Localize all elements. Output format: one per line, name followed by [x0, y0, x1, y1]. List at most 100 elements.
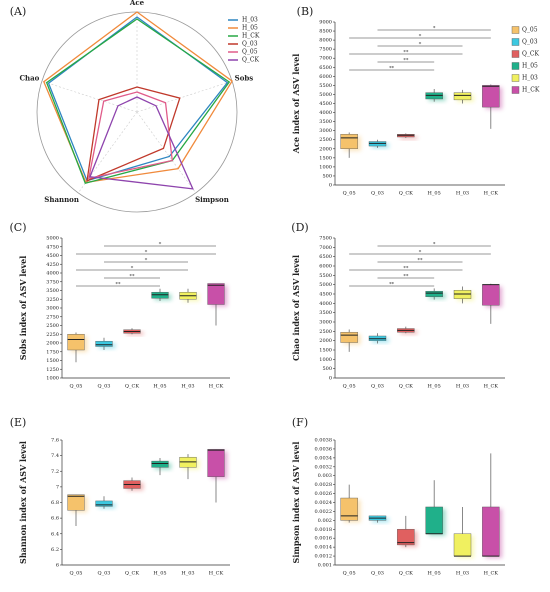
sig-label: * — [145, 258, 148, 264]
panel-label: (B) — [297, 5, 314, 18]
y-tick-label: 4500 — [46, 253, 59, 259]
axis-label: Chao — [19, 73, 39, 82]
y-tick-label: 7 — [56, 484, 59, 490]
y-tick-label: 7.6 — [51, 438, 59, 444]
y-tick-label: 1500 — [319, 348, 332, 354]
y-tick-label: 2500 — [319, 137, 332, 143]
y-tick-label: 6.8 — [51, 500, 59, 506]
x-tick-label: Q_03 — [371, 571, 384, 577]
box — [482, 284, 500, 306]
box — [453, 92, 472, 101]
x-tick-label: Q_CK — [399, 571, 413, 577]
y-axis-label: Simpson index of ASV level — [291, 442, 301, 564]
sig-label: ** — [403, 274, 409, 280]
y-axis-label: Sobs index of ASV level — [18, 256, 28, 361]
sig-label: ** — [130, 274, 136, 280]
sig-label: * — [131, 266, 134, 272]
panel-label: (C) — [10, 221, 27, 234]
y-tick-label: 0 — [329, 376, 332, 382]
x-tick-label: H_CK — [209, 384, 224, 390]
legend-swatch — [511, 26, 520, 34]
y-tick-label: 6 — [56, 563, 59, 569]
legend-label: Q_05 — [242, 49, 258, 56]
y-tick-label: 4000 — [319, 110, 332, 116]
axis-label: Shannon — [44, 195, 79, 204]
legend-swatch — [511, 38, 520, 46]
box — [482, 506, 500, 557]
y-tick-label: 5000 — [46, 236, 59, 242]
y-tick-label: 2750 — [46, 314, 59, 320]
box — [425, 291, 443, 298]
y-tick-label: 0.0036 — [315, 446, 333, 452]
y-tick-label: 7.2 — [51, 469, 59, 475]
y-tick-label: 3500 — [319, 119, 332, 125]
legend-label: H_03 — [242, 17, 258, 24]
y-tick-label: 2500 — [46, 323, 59, 329]
y-tick-label: 0.0016 — [315, 536, 333, 542]
radar-spoke — [136, 111, 197, 194]
radar-line — [86, 86, 181, 182]
y-tick-label: 2000 — [319, 338, 332, 344]
y-tick-label: 0.002 — [318, 518, 332, 524]
sig-label: * — [433, 26, 436, 32]
radar-spoke — [77, 111, 138, 194]
sig-label: ** — [389, 66, 395, 72]
x-tick-label: H_CK — [484, 571, 499, 577]
x-tick-label: H_CK — [484, 384, 499, 390]
y-tick-label: 0.001 — [318, 563, 332, 569]
legend-label: Q_CK — [522, 51, 540, 58]
x-tick-label: Q_03 — [371, 384, 384, 390]
legend-swatch — [511, 62, 520, 70]
x-tick-label: H_05 — [428, 384, 441, 390]
x-tick-label: Q_03 — [98, 384, 111, 390]
legend-swatch — [511, 74, 520, 82]
y-tick-label: 5000 — [319, 92, 332, 98]
y-tick-label: 1500 — [319, 155, 332, 161]
x-tick-label: H_03 — [456, 571, 469, 577]
y-tick-label: 7.4 — [51, 453, 59, 459]
box — [151, 292, 169, 299]
axis-label: Sobs — [235, 73, 254, 82]
x-tick-label: Q_05 — [343, 191, 356, 197]
y-tick-label: 7500 — [319, 236, 332, 242]
x-tick-label: Q_05 — [343, 384, 356, 390]
box-shadow — [400, 136, 418, 140]
x-tick-label: Q_05 — [70, 384, 83, 390]
sig-label: ** — [403, 58, 409, 64]
panel-label: (F) — [292, 416, 308, 429]
y-tick-label: 1000 — [319, 164, 332, 170]
y-tick-label: 2500 — [319, 329, 332, 335]
y-tick-label: 0.0032 — [315, 464, 333, 470]
box — [95, 341, 113, 347]
x-tick-label: Q_CK — [125, 384, 139, 390]
y-tick-label: 2000 — [46, 341, 59, 347]
y-tick-label: 4500 — [319, 101, 332, 107]
y-tick-label: 3250 — [46, 297, 59, 303]
legend-label: Q_05 — [522, 27, 538, 34]
legend-label: H_05 — [242, 25, 258, 32]
y-tick-label: 1500 — [46, 358, 59, 364]
y-tick-label: 1000 — [46, 376, 59, 382]
radar-spoke — [136, 80, 233, 113]
legend-label: Q_03 — [522, 39, 538, 46]
x-tick-label: H_05 — [153, 384, 166, 390]
legend-label: Q_03 — [242, 41, 258, 48]
y-tick-label: 6.4 — [51, 531, 59, 537]
x-tick-label: Q_03 — [371, 191, 384, 197]
y-tick-label: 5500 — [319, 83, 332, 89]
y-tick-label: 3500 — [319, 310, 332, 316]
sig-label: ** — [389, 282, 395, 288]
y-tick-label: 6500 — [319, 254, 332, 260]
legend-swatch — [511, 50, 520, 58]
y-tick-label: 0 — [329, 183, 332, 189]
y-axis-label: Shannon index of ASV level — [18, 441, 28, 564]
radar-line — [45, 18, 231, 184]
y-tick-label: 3000 — [319, 320, 332, 326]
box — [95, 500, 113, 507]
x-tick-label: H_05 — [428, 191, 441, 197]
y-axis-label: Chao index of ASV level — [291, 255, 301, 361]
legend-label: Q_CK — [242, 57, 260, 64]
radar-line — [89, 96, 194, 190]
y-tick-label: 4750 — [46, 244, 59, 250]
